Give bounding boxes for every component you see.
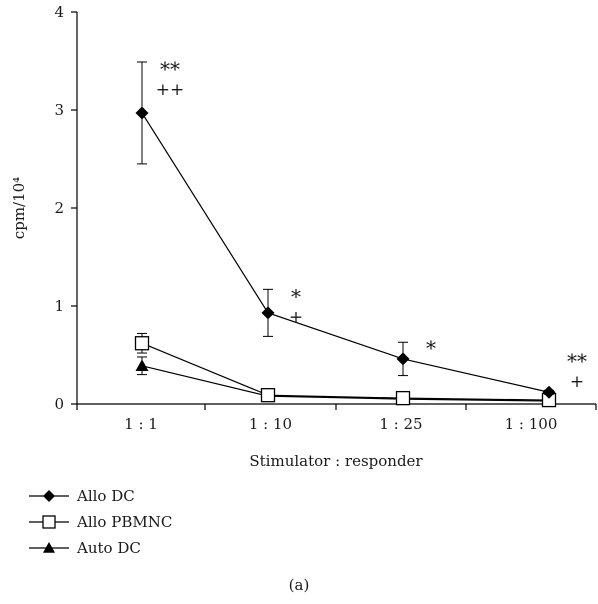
marker-square <box>395 390 411 406</box>
significance-mark: * <box>291 284 301 308</box>
legend-item: Allo PBMNC <box>29 513 172 531</box>
y-tick-label: 1 <box>54 297 64 315</box>
series-allo-dc <box>135 61 556 399</box>
marker-square <box>134 336 150 351</box>
significance-mark: ** <box>567 349 587 373</box>
series-line <box>141 112 550 393</box>
y-axis-label: cpm/10⁴ <box>10 177 28 239</box>
marker-triangle <box>135 359 149 371</box>
marker-diamond <box>542 385 556 399</box>
y-tick-label: 2 <box>54 199 64 217</box>
x-tick-label: 1 : 100 <box>505 415 558 433</box>
significance-mark: + <box>289 307 303 327</box>
y-tick-label: 4 <box>54 3 64 21</box>
significance-mark: ** <box>160 57 180 81</box>
marker-triangle <box>43 542 55 553</box>
y-ticks: 0 1 2 3 4 <box>54 3 77 413</box>
axes <box>76 12 596 405</box>
legend-label: Allo PBMNC <box>76 513 172 531</box>
x-tick-label: 1 : 10 <box>249 415 292 433</box>
x-tick-label: 1 : 1 <box>124 415 158 433</box>
legend: Allo DC Allo PBMNC Auto DC <box>29 487 172 557</box>
x-axis-label: Stimulator : responder <box>249 452 423 470</box>
legend-label: Allo DC <box>76 487 135 505</box>
significance-mark: + <box>570 372 584 392</box>
series-line <box>141 342 550 401</box>
legend-item: Auto DC <box>29 539 141 557</box>
series-line <box>141 365 550 402</box>
marker-diamond <box>396 352 410 366</box>
significance-mark: * <box>426 336 436 360</box>
y-tick-label: 3 <box>54 101 64 119</box>
panel-label: (a) <box>289 576 310 594</box>
marker-diamond <box>43 490 55 502</box>
marker-diamond <box>261 306 275 320</box>
legend-item: Allo DC <box>29 487 135 505</box>
x-ticks: 1 : 1 1 : 10 1 : 25 1 : 100 <box>76 404 597 433</box>
significance-mark: ++ <box>156 80 185 100</box>
series-layer <box>134 61 557 408</box>
marker-square <box>42 515 56 529</box>
marker-square <box>260 388 276 403</box>
significance-annotations: **++*+***+ <box>156 57 587 392</box>
legend-label: Auto DC <box>76 539 141 557</box>
y-tick-label: 0 <box>54 395 64 413</box>
marker-diamond <box>135 106 149 120</box>
x-tick-label: 1 : 25 <box>379 415 422 433</box>
series-allo-pbmnc <box>134 332 557 408</box>
